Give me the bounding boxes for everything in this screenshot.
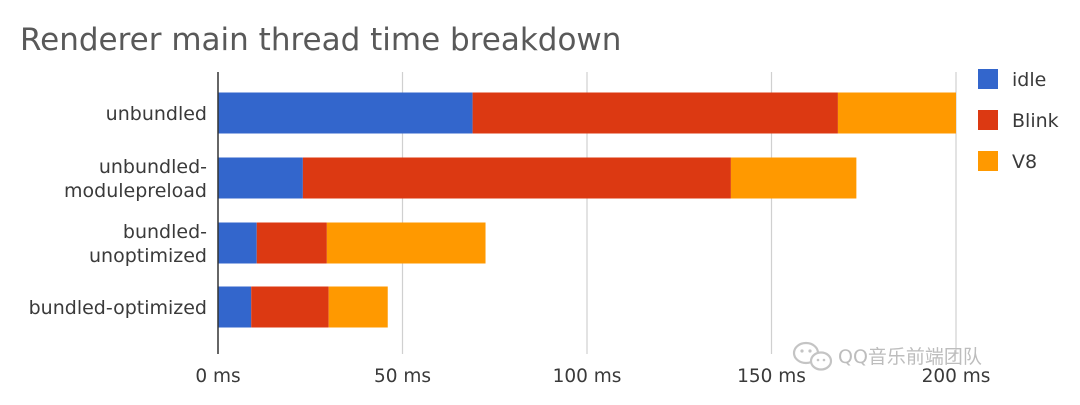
- x-tick-label-0: 0 ms: [195, 366, 240, 387]
- category-label-0-0: unbundled: [106, 103, 207, 125]
- bar-idle-2: [218, 222, 257, 264]
- bar-v8-2: [326, 222, 486, 264]
- bar-idle-0: [218, 92, 473, 134]
- bar-blink-3: [251, 286, 329, 328]
- x-tick-label-200: 200 ms: [922, 366, 991, 387]
- legend: idle Blink V8: [978, 69, 1059, 173]
- category-label-1-0: unbundled-: [99, 156, 207, 178]
- bar-v8-1: [730, 157, 857, 199]
- legend-swatch-v8: [978, 151, 998, 171]
- legend-label-blink: Blink: [1012, 110, 1059, 132]
- watermark: QQ音乐前端团队: [792, 341, 982, 371]
- legend-label-v8: V8: [1012, 151, 1037, 173]
- x-tick-labels: 0 ms 50 ms 100 ms 150 ms 200 ms: [195, 366, 990, 387]
- bar-v8-0: [837, 92, 956, 134]
- x-tick-label-150: 150 ms: [737, 366, 806, 387]
- category-label-1-1: modulepreload: [64, 180, 207, 202]
- bar-blink-1: [302, 157, 731, 199]
- bar-blink-0: [472, 92, 838, 134]
- chart-title: Renderer main thread time breakdown: [20, 22, 621, 58]
- bar-idle-3: [218, 286, 252, 328]
- category-label-3-0: bundled-optimized: [29, 297, 207, 319]
- wechat-logo-icon: [792, 341, 833, 371]
- bar-v8-3: [328, 286, 388, 328]
- bar-blink-2: [256, 222, 327, 264]
- category-labels: unbundled unbundled-modulepreload bundled-…: [29, 103, 207, 319]
- category-label-2-0: bundled-: [123, 221, 207, 243]
- bars: [218, 92, 956, 328]
- legend-swatch-blink: [978, 110, 998, 130]
- x-tick-label-100: 100 ms: [553, 366, 622, 387]
- legend-swatch-idle: [978, 69, 998, 89]
- category-label-2-1: unoptimized: [89, 245, 207, 267]
- legend-label-idle: idle: [1012, 69, 1046, 91]
- watermark-text: QQ音乐前端团队: [838, 346, 982, 368]
- x-tick-label-50: 50 ms: [374, 366, 431, 387]
- bar-idle-1: [218, 157, 303, 199]
